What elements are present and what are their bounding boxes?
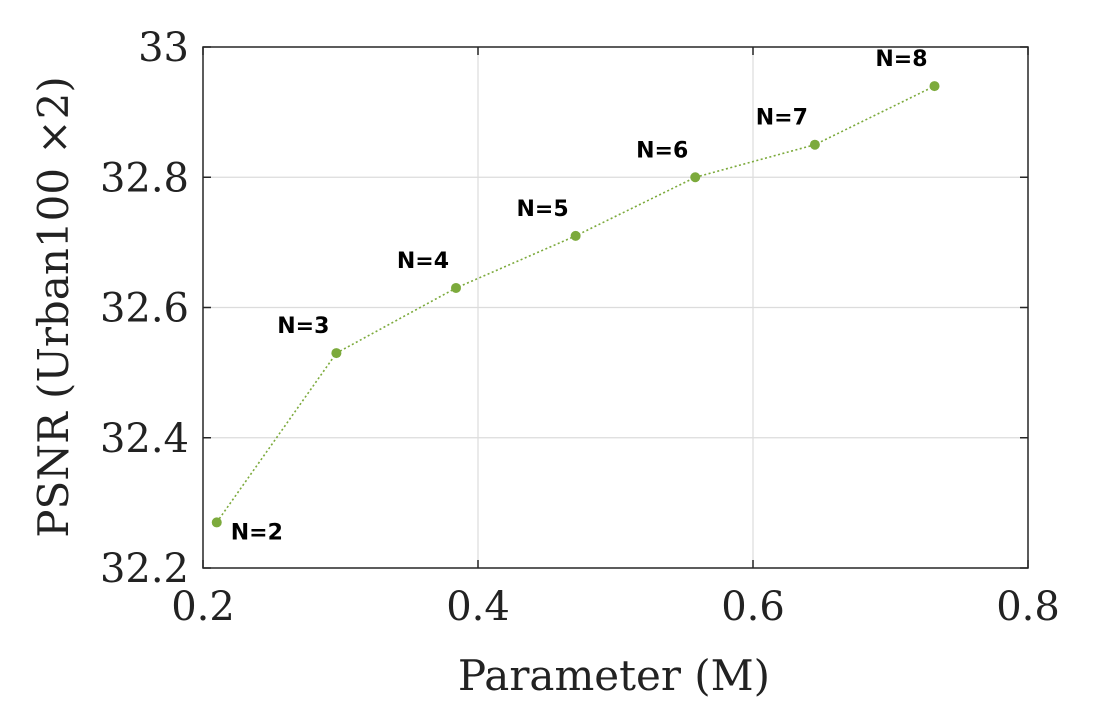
data-label: N=6 — [636, 138, 688, 163]
data-label: N=7 — [756, 106, 808, 131]
x-tick-label: 0.2 — [171, 584, 235, 630]
y-tick-label: 32.8 — [100, 155, 189, 201]
data-points — [211, 81, 940, 528]
x-axis-label: Parameter (M) — [458, 651, 770, 700]
data-point — [211, 517, 222, 528]
data-labels: N=2 N=3 N=4 N=5 N=6 N=7 N=8 — [231, 47, 928, 545]
axis-ticks: 0.2 0.4 0.6 0.8 32.2 32.4 32.6 32.8 33 — [100, 25, 1060, 630]
data-label: N=8 — [875, 47, 927, 72]
data-label: N=3 — [277, 314, 329, 339]
x-tick-label: 0.4 — [446, 584, 510, 630]
data-point — [690, 172, 701, 183]
data-label: N=5 — [516, 197, 568, 222]
x-tick-label: 0.8 — [996, 584, 1060, 630]
grid-lines — [203, 47, 1028, 568]
data-point — [451, 282, 461, 293]
x-tick-label: 0.6 — [721, 584, 785, 630]
data-point — [929, 81, 940, 92]
y-tick-label: 32.4 — [100, 416, 189, 462]
series-line — [216, 85, 935, 523]
data-label: N=2 — [231, 520, 283, 545]
y-tick-label: 32.2 — [100, 546, 189, 592]
y-axis-label: PSNR (Urban100 ×2) — [29, 76, 78, 537]
series-polyline — [216, 85, 935, 523]
data-point — [331, 348, 342, 359]
data-label: N=4 — [397, 249, 449, 274]
data-point — [570, 230, 581, 241]
y-tick-label: 33 — [138, 25, 189, 71]
y-tick-label: 32.6 — [100, 286, 189, 332]
data-point — [809, 139, 820, 150]
